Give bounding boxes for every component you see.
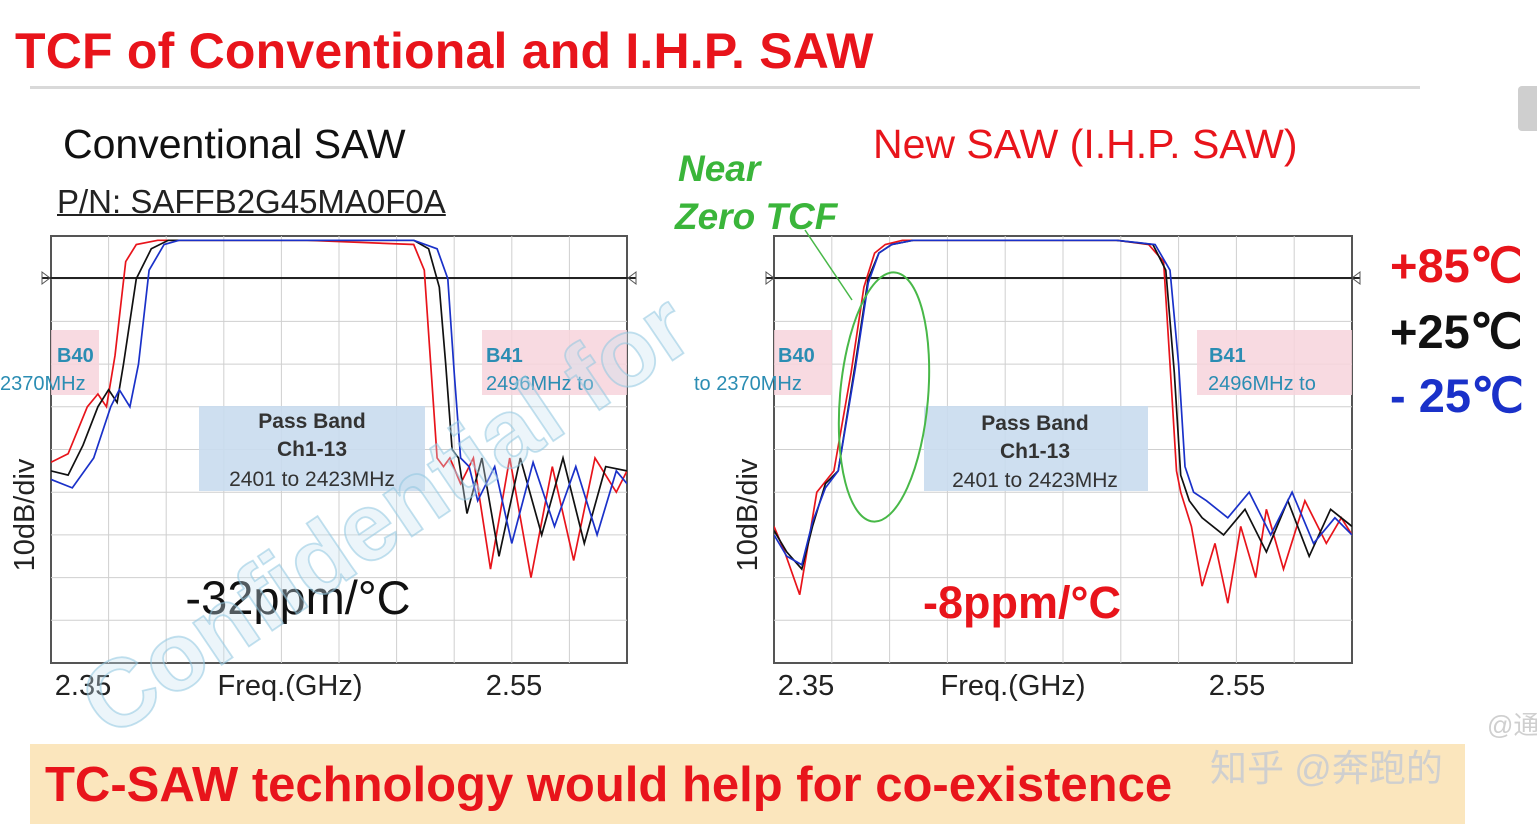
reference-marker-left (765, 271, 775, 285)
x-axis-label: Freq.(GHz) (941, 670, 1086, 702)
passband-title: Pass Band (258, 410, 365, 433)
x-axis-label: Freq.(GHz) (218, 670, 363, 702)
series-line-minus25 (774, 239, 1352, 567)
band-b41-region (482, 330, 627, 395)
band-b41-range: 2496MHz to (1208, 373, 1316, 395)
series-line-plus25 (51, 239, 627, 557)
series-line-minus25 (51, 239, 627, 544)
series-line-plus85 (774, 239, 1352, 604)
passband-region (199, 406, 425, 491)
footer-message: TC-SAW technology would help for co-exis… (45, 758, 1173, 812)
near-zero-annotation-line1: Near (678, 148, 761, 189)
highlight-ellipse (837, 271, 931, 523)
passband-title: Pass Band (981, 412, 1088, 435)
band-b40-region (51, 330, 99, 395)
source-watermark: 知乎 @奔跑的 (1210, 748, 1443, 789)
band-b40-range: 2370MHz (0, 373, 86, 395)
chart-right: B40 to 2370MHz B41 2496MHz to Pass Band … (694, 235, 1361, 702)
legend-item-minus25: - 25℃ (1390, 369, 1524, 422)
passband-channels: Ch1-13 (1000, 440, 1070, 463)
x-tick-label: 2.35 (778, 670, 834, 702)
tcf-value: -8ppm/°C (923, 577, 1121, 628)
band-b41-label: B41 (1209, 345, 1246, 367)
x-tick-label: 2.55 (486, 670, 542, 702)
band-b41-label: B41 (486, 345, 523, 367)
reference-marker-right (627, 271, 637, 285)
near-zero-annotation-line2: Zero TCF (675, 196, 838, 237)
part-number-label: P/N: SAFFB2G45MA0F0A (57, 183, 446, 220)
band-b41-range: 2496MHz to (486, 373, 594, 395)
band-b40-region (774, 330, 832, 395)
title-divider (30, 86, 1420, 89)
corner-decoration (1518, 86, 1537, 131)
tcf-value: -32ppm/°C (185, 571, 410, 624)
x-tick-label: 2.55 (1209, 670, 1265, 702)
chart-left: B40 2370MHz B41 2496MHz to Pass Band Ch1… (0, 235, 637, 702)
passband-range: 2401 to 2423MHz (229, 468, 395, 491)
y-axis-label: 10dB/div (732, 458, 764, 571)
passband-channels: Ch1-13 (277, 438, 347, 461)
footer-banner (30, 744, 1465, 824)
passband-range: 2401 to 2423MHz (952, 469, 1118, 492)
y-axis-label: 10dB/div (9, 458, 41, 571)
reference-marker-right (1351, 271, 1361, 285)
band-b40-label: B40 (57, 345, 94, 367)
right-panel-title: New SAW (I.H.P. SAW) (873, 121, 1298, 167)
left-panel-title: Conventional SAW (63, 121, 406, 167)
legend-item-plus25: +25℃ (1390, 305, 1523, 358)
x-tick-label: 2.35 (55, 670, 111, 702)
legend-item-plus85: +85℃ (1390, 239, 1523, 292)
slide-title: TCF of Conventional and I.H.P. SAW (15, 23, 874, 79)
source-watermark-partial: @通 (1487, 710, 1537, 740)
band-b40-range: to 2370MHz (694, 373, 802, 395)
passband-region (924, 406, 1148, 491)
annotation-pointer (804, 229, 853, 301)
band-b41-region (1197, 330, 1352, 395)
reference-marker-left (41, 271, 51, 285)
band-b40-label: B40 (778, 345, 815, 367)
